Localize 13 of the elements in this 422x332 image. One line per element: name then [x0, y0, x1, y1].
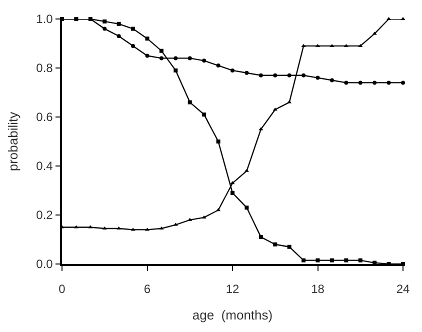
y-tick-label: 0.6 — [36, 110, 54, 124]
x-tick-label: 12 — [226, 282, 240, 296]
x-axis-title: age (months) — [192, 307, 273, 322]
x-tick-label: 6 — [144, 282, 151, 296]
x-tick-label: 0 — [58, 282, 66, 296]
y-tick-label: 0.2 — [36, 208, 54, 222]
y-tick-label: 0.4 — [36, 159, 54, 174]
y-tick-label: 1.0 — [36, 12, 54, 26]
x-tick-label: 24 — [396, 282, 410, 296]
x-tick-label: 18 — [311, 282, 325, 296]
y-tick-label: 0.8 — [36, 61, 54, 76]
y-tick-label: 0.0 — [36, 257, 54, 272]
y-axis-title: probability — [6, 111, 21, 172]
